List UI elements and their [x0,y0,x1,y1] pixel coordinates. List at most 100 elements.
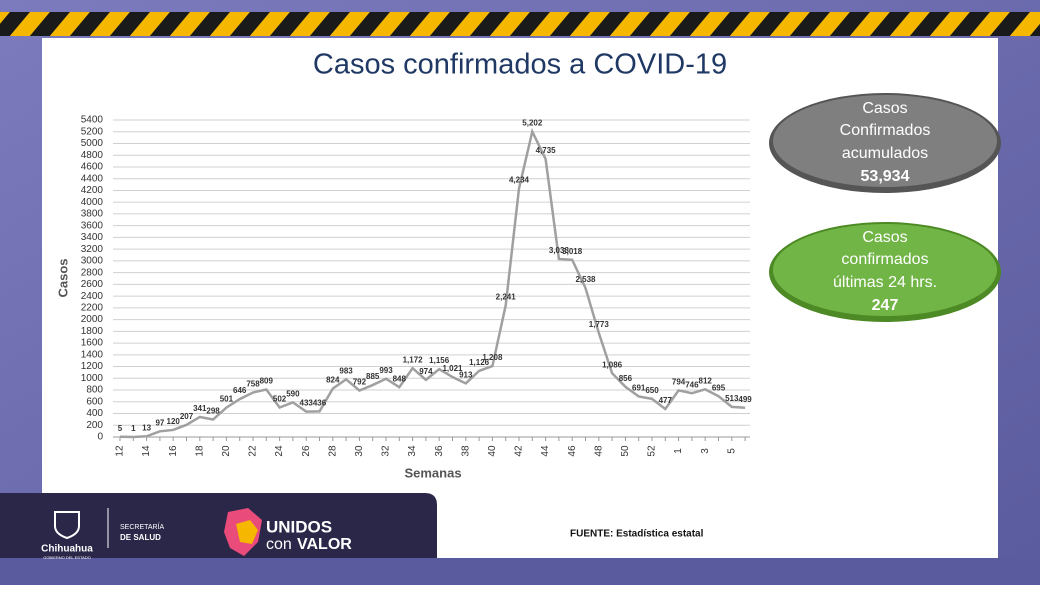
y-tick-label: 0 [97,432,103,443]
data-label: 824 [326,376,340,385]
data-label: 691 [632,384,646,393]
data-label: 513 [725,394,739,403]
y-tick-label: 5400 [81,115,104,126]
y-tick-label: 3200 [81,244,104,255]
x-tick-label: 40 [487,445,498,457]
x-tick-label: 34 [407,445,418,457]
data-label: 1,126 [469,358,490,367]
y-tick-label: 2200 [81,302,104,313]
data-label: 993 [379,366,393,375]
x-tick-label: 1 [673,448,684,454]
last24-badge: Casos confirmados últimas 24 hrs. 247 [769,222,1001,322]
data-label: 1,156 [429,356,450,365]
badge-value: 247 [872,297,899,314]
y-tick-label: 2000 [81,314,104,325]
y-tick-label: 200 [86,420,103,431]
y-tick-label: 600 [86,396,103,407]
y-tick-label: 2400 [81,291,104,302]
x-tick-label: 5 [726,448,737,454]
data-label: 433 [300,399,314,408]
data-label: 590 [286,389,300,398]
y-tick-label: 5200 [81,126,104,137]
data-label: 983 [339,366,353,375]
x-axis-label: Semanas [404,465,461,480]
y-tick-label: 3000 [81,256,104,267]
data-label: 758 [246,380,260,389]
x-tick-label: 12 [115,445,126,457]
badge [773,95,997,187]
x-tick-label: 16 [168,445,179,457]
x-tick-label: 38 [460,445,471,457]
data-label: 1,773 [589,320,610,329]
slogan: con [266,536,292,553]
slogan: UNIDOS [266,517,332,536]
badge-label: Confirmados [840,122,931,139]
y-tick-label: 4600 [81,162,104,173]
data-label: 650 [645,386,659,395]
x-tick-label: 22 [248,445,259,457]
x-tick-label: 48 [593,445,604,457]
x-tick-label: 44 [540,445,551,457]
data-label: 856 [619,374,633,383]
y-tick-label: 2600 [81,279,104,290]
data-label: 5,202 [522,119,543,128]
y-tick-label: 3400 [81,232,104,243]
data-label: 646 [233,386,247,395]
secretariat: DE SALUD [120,533,161,542]
data-label: 746 [685,380,699,389]
data-label: 5 [118,424,123,433]
series-line [119,127,746,439]
state-crest [54,511,80,540]
data-label: 13 [142,423,151,432]
y-tick-label: 4800 [81,150,104,161]
data-label: 2,538 [575,275,596,284]
data-label: 2,241 [496,293,517,302]
government: GOBIERNO DEL ESTADO [43,555,91,560]
x-tick-label: 46 [567,445,578,457]
y-tick-label: 1200 [81,361,104,372]
data-label: 501 [220,395,234,404]
data-label: 1,208 [482,353,503,362]
data-label: 298 [206,407,220,416]
data-label: 436 [313,399,327,408]
badge-label: confirmados [841,251,928,268]
data-label: 207 [180,412,194,421]
data-label: 974 [419,367,433,376]
badge-label: últimas 24 hrs. [833,274,937,291]
data-label: 120 [167,417,181,426]
badge-label: Casos [862,100,907,117]
y-tick-label: 1600 [81,338,104,349]
data-label: 477 [659,396,673,405]
y-axis-label: Casos [55,258,70,297]
data-label: 695 [712,383,726,392]
data-label: 341 [193,404,207,413]
x-tick-label: 52 [647,445,658,457]
y-tick-label: 4400 [81,173,104,184]
x-tick-label: 50 [620,445,631,457]
x-tick-label: 20 [221,445,232,457]
data-label: 499 [738,395,752,404]
data-label: 1,172 [403,355,424,364]
y-tick-label: 800 [86,385,103,396]
data-label: 3,018 [562,247,583,256]
data-label: 502 [273,395,287,404]
data-label: 794 [672,377,686,386]
y-tick-label: 1000 [81,373,104,384]
badge [773,224,997,316]
data-label: 1,021 [442,364,463,373]
footer-bar [0,493,437,558]
data-label: 809 [260,377,274,386]
source: FUENTE: Estadística estatal [570,529,704,540]
x-tick-label: 3 [700,448,711,454]
y-tick-label: 400 [86,408,103,419]
x-tick-label: 30 [354,445,365,457]
bottom-strip [0,558,1040,585]
data-label: 1 [131,424,136,433]
y-tick-label: 4200 [81,185,104,196]
x-tick-label: 28 [327,445,338,457]
x-tick-label: 24 [274,445,285,457]
secretariat: SECRETARÍA [120,522,165,531]
y-tick-label: 1800 [81,326,104,337]
hazard-stripe [0,12,1040,36]
